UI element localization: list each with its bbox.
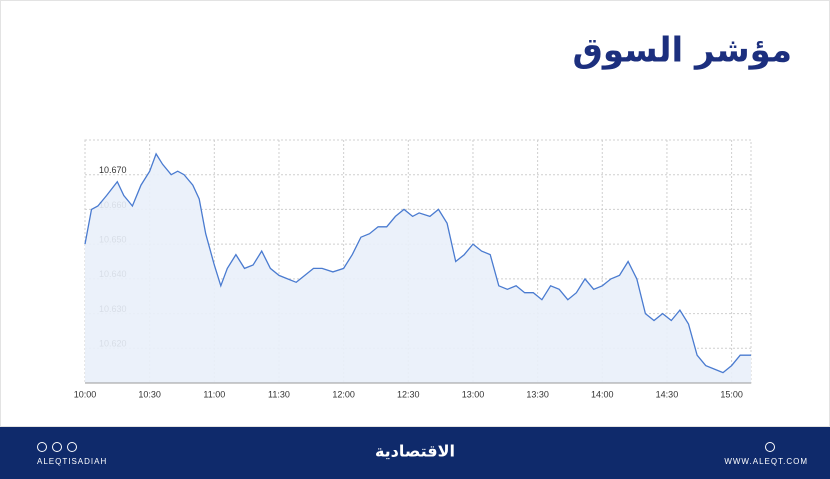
- y-tick-label: 10.670: [99, 165, 127, 175]
- x-tick-label: 11:30: [268, 389, 290, 399]
- x-tick-label: 13:00: [462, 389, 485, 399]
- x-tick-label: 10:00: [74, 389, 97, 399]
- chart-title: مؤشر السوق: [572, 31, 792, 71]
- x-tick-label: 14:30: [656, 389, 679, 399]
- x-tick-label: 10:30: [138, 389, 161, 399]
- x-tick-label: 14:00: [591, 389, 614, 399]
- area: [85, 153, 751, 383]
- x-tick-label: 12:30: [397, 389, 420, 399]
- x-tick-label: 12:00: [332, 389, 355, 399]
- footer-website: WWW.ALEQT.COM: [724, 457, 808, 466]
- line: [84, 152, 751, 374]
- x-tick-label: 15:00: [720, 389, 743, 399]
- footer-bar: [0, 427, 830, 479]
- social-icons: [37, 442, 775, 452]
- footer-handle: ALEQTISADIAH: [37, 457, 107, 466]
- x-tick-label: 13:30: [526, 389, 549, 399]
- x-tick-label: 11:00: [203, 389, 225, 399]
- plot: 10.62010.63010.64010.65010.66010.67010:0…: [74, 139, 752, 399]
- footer-brand: الاقتصادية: [375, 442, 455, 461]
